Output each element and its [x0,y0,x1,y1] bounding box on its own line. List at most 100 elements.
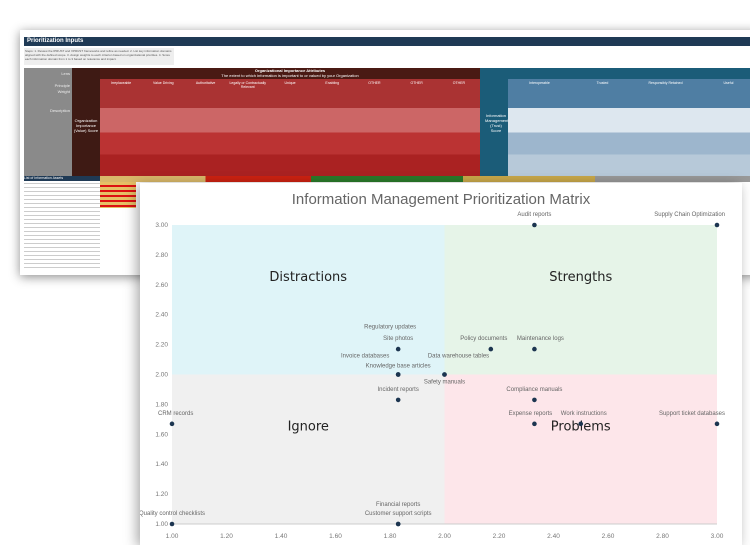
org-column-header: Value Driving [142,79,185,176]
org-column-header: OTHER [353,79,396,176]
data-point-label: Audit reports [517,212,551,218]
y-tick-label: 1.80 [155,401,168,408]
data-point [395,372,401,377]
assets-heading: List of Information Assets [24,176,100,181]
sheet-steps: Steps: 1. Review the IPRUST and VPRUST f… [24,48,174,65]
y-tick-label: 2.00 [155,372,168,379]
org-heading: Organizational Importance Attributes The … [100,68,480,79]
y-tick-label: 1.60 [155,431,168,438]
data-point-label: Maintenance logs [517,336,564,342]
org-column-header: Unique [268,79,312,176]
x-tick-label: 1.80 [384,533,397,540]
x-tick-label: 2.20 [493,533,506,540]
data-point-label: Policy documents [460,336,507,342]
org-column-header: Authoritative [184,79,227,176]
data-point-label: Invoice databases [341,354,389,360]
org-heading-title: Organizational Importance Attributes [254,68,326,73]
trust-column-header: Trusted [571,79,634,176]
y-tick-label: 2.20 [155,342,168,349]
org-column-header: Enabling [311,79,354,176]
data-point [169,521,175,527]
asset-list: List of Information Assets [24,176,100,271]
x-tick-label: 3.00 [711,533,724,540]
data-point [532,397,537,403]
quadrant-distractions [172,225,445,375]
org-column-header: Irreplaceable [100,79,143,176]
data-point-label: Supply Chain Optimization [654,212,725,218]
data-point-label: Expense reports [509,411,553,417]
principle-label: Principle [54,83,70,88]
chart-title: Information Management Prioritization Ma… [291,191,591,208]
data-point-label: Site photos [383,336,413,342]
x-tick-label: 2.80 [656,533,669,540]
data-point [714,421,720,427]
y-tick-label: 2.60 [155,282,168,289]
data-point [532,222,537,228]
org-column-header: Legally or Contractually Relevant [226,79,269,176]
org-attributes-table: Organizational Importance Attributes The … [100,68,480,176]
x-tick-label: 2.40 [547,533,560,540]
data-point-label: Compliance manuals [506,387,562,393]
x-tick-label: 1.00 [166,533,179,540]
data-point [578,421,584,427]
data-point-label: Incident reports [377,387,418,393]
data-point [442,372,447,377]
y-tick-label: 3.00 [155,222,168,229]
data-point [395,346,401,352]
data-point-label: Knowledge base articles [366,364,431,370]
trust-score-label: Information Management (Trust) Score [485,113,509,133]
sheet-title: Prioritization Inputs [24,37,750,46]
spreadsheet-background: Prioritization Inputs Steps: 1. Review t… [20,30,750,275]
org-column-header: OTHER [437,79,480,176]
y-tick-label: 1.40 [155,461,168,468]
x-tick-label: 2.00 [438,533,451,540]
prioritization-matrix-chart: Information Management Prioritization Ma… [140,183,742,545]
data-point [532,421,537,427]
data-point [488,346,494,352]
score-cells [100,176,750,182]
trust-columns: Interoperable Trusted Responsibly Retained… [508,79,750,176]
quadrant-strengths [444,225,717,375]
data-point-label: CRM records [158,411,193,417]
quadrant-label: Strengths [549,270,612,285]
data-point-label: Data warehouse tables [428,354,489,360]
quadrant-label: Problems [551,419,611,434]
quadrant-label: Distractions [269,270,347,285]
data-point [714,222,720,228]
x-tick-label: 2.60 [602,533,615,540]
trust-column-header: Useful [697,79,750,176]
data-point [395,521,401,527]
y-tick-label: 1.00 [155,521,168,528]
org-heading-subtitle: The extent to which information is impor… [221,73,359,78]
scatter-plot: Distractions Strengths Ignore Problems 1.00 1… [140,212,725,540]
data-point [395,397,401,403]
x-tick-label: 1.40 [275,533,288,540]
value-score-label: Organization Importance (Value) Score [72,68,100,176]
description-label: Description [49,108,70,113]
org-column-header: OTHER [395,79,438,176]
trust-column-header: Interoperable [508,79,571,176]
trust-attributes-table: Information Management (Trust) Score Int… [480,68,750,176]
data-point-label: Support ticket databases [659,411,725,417]
quadrant-label: Ignore [288,419,329,434]
data-point-label: Customer support scripts [365,511,432,517]
data-point-label: Regulatory updates [364,325,416,331]
score-cells-column [100,182,136,208]
data-point [169,421,175,427]
y-tick-label: 1.20 [155,491,168,498]
quadrant-problems [444,374,717,524]
x-tick-label: 1.20 [220,533,233,540]
org-columns: Irreplaceable Value Driving Authoritative L… [100,79,480,176]
y-tick-label: 2.40 [155,312,168,319]
y-tick-label: 2.80 [155,252,168,259]
trust-column-header: Responsibly Retained [634,79,697,176]
data-point [532,346,537,352]
left-label-column: Lens Principle Weight Description [24,68,72,176]
x-tick-label: 1.60 [329,533,342,540]
lens-label: Lens [61,71,70,76]
data-point-label: Financial reports [376,502,420,508]
data-point-label: Work instructions [561,411,607,417]
data-point-label: Quality control checklists [140,511,205,517]
weight-label: Weight [57,89,70,94]
data-point-label: Safety manuals [424,380,465,386]
